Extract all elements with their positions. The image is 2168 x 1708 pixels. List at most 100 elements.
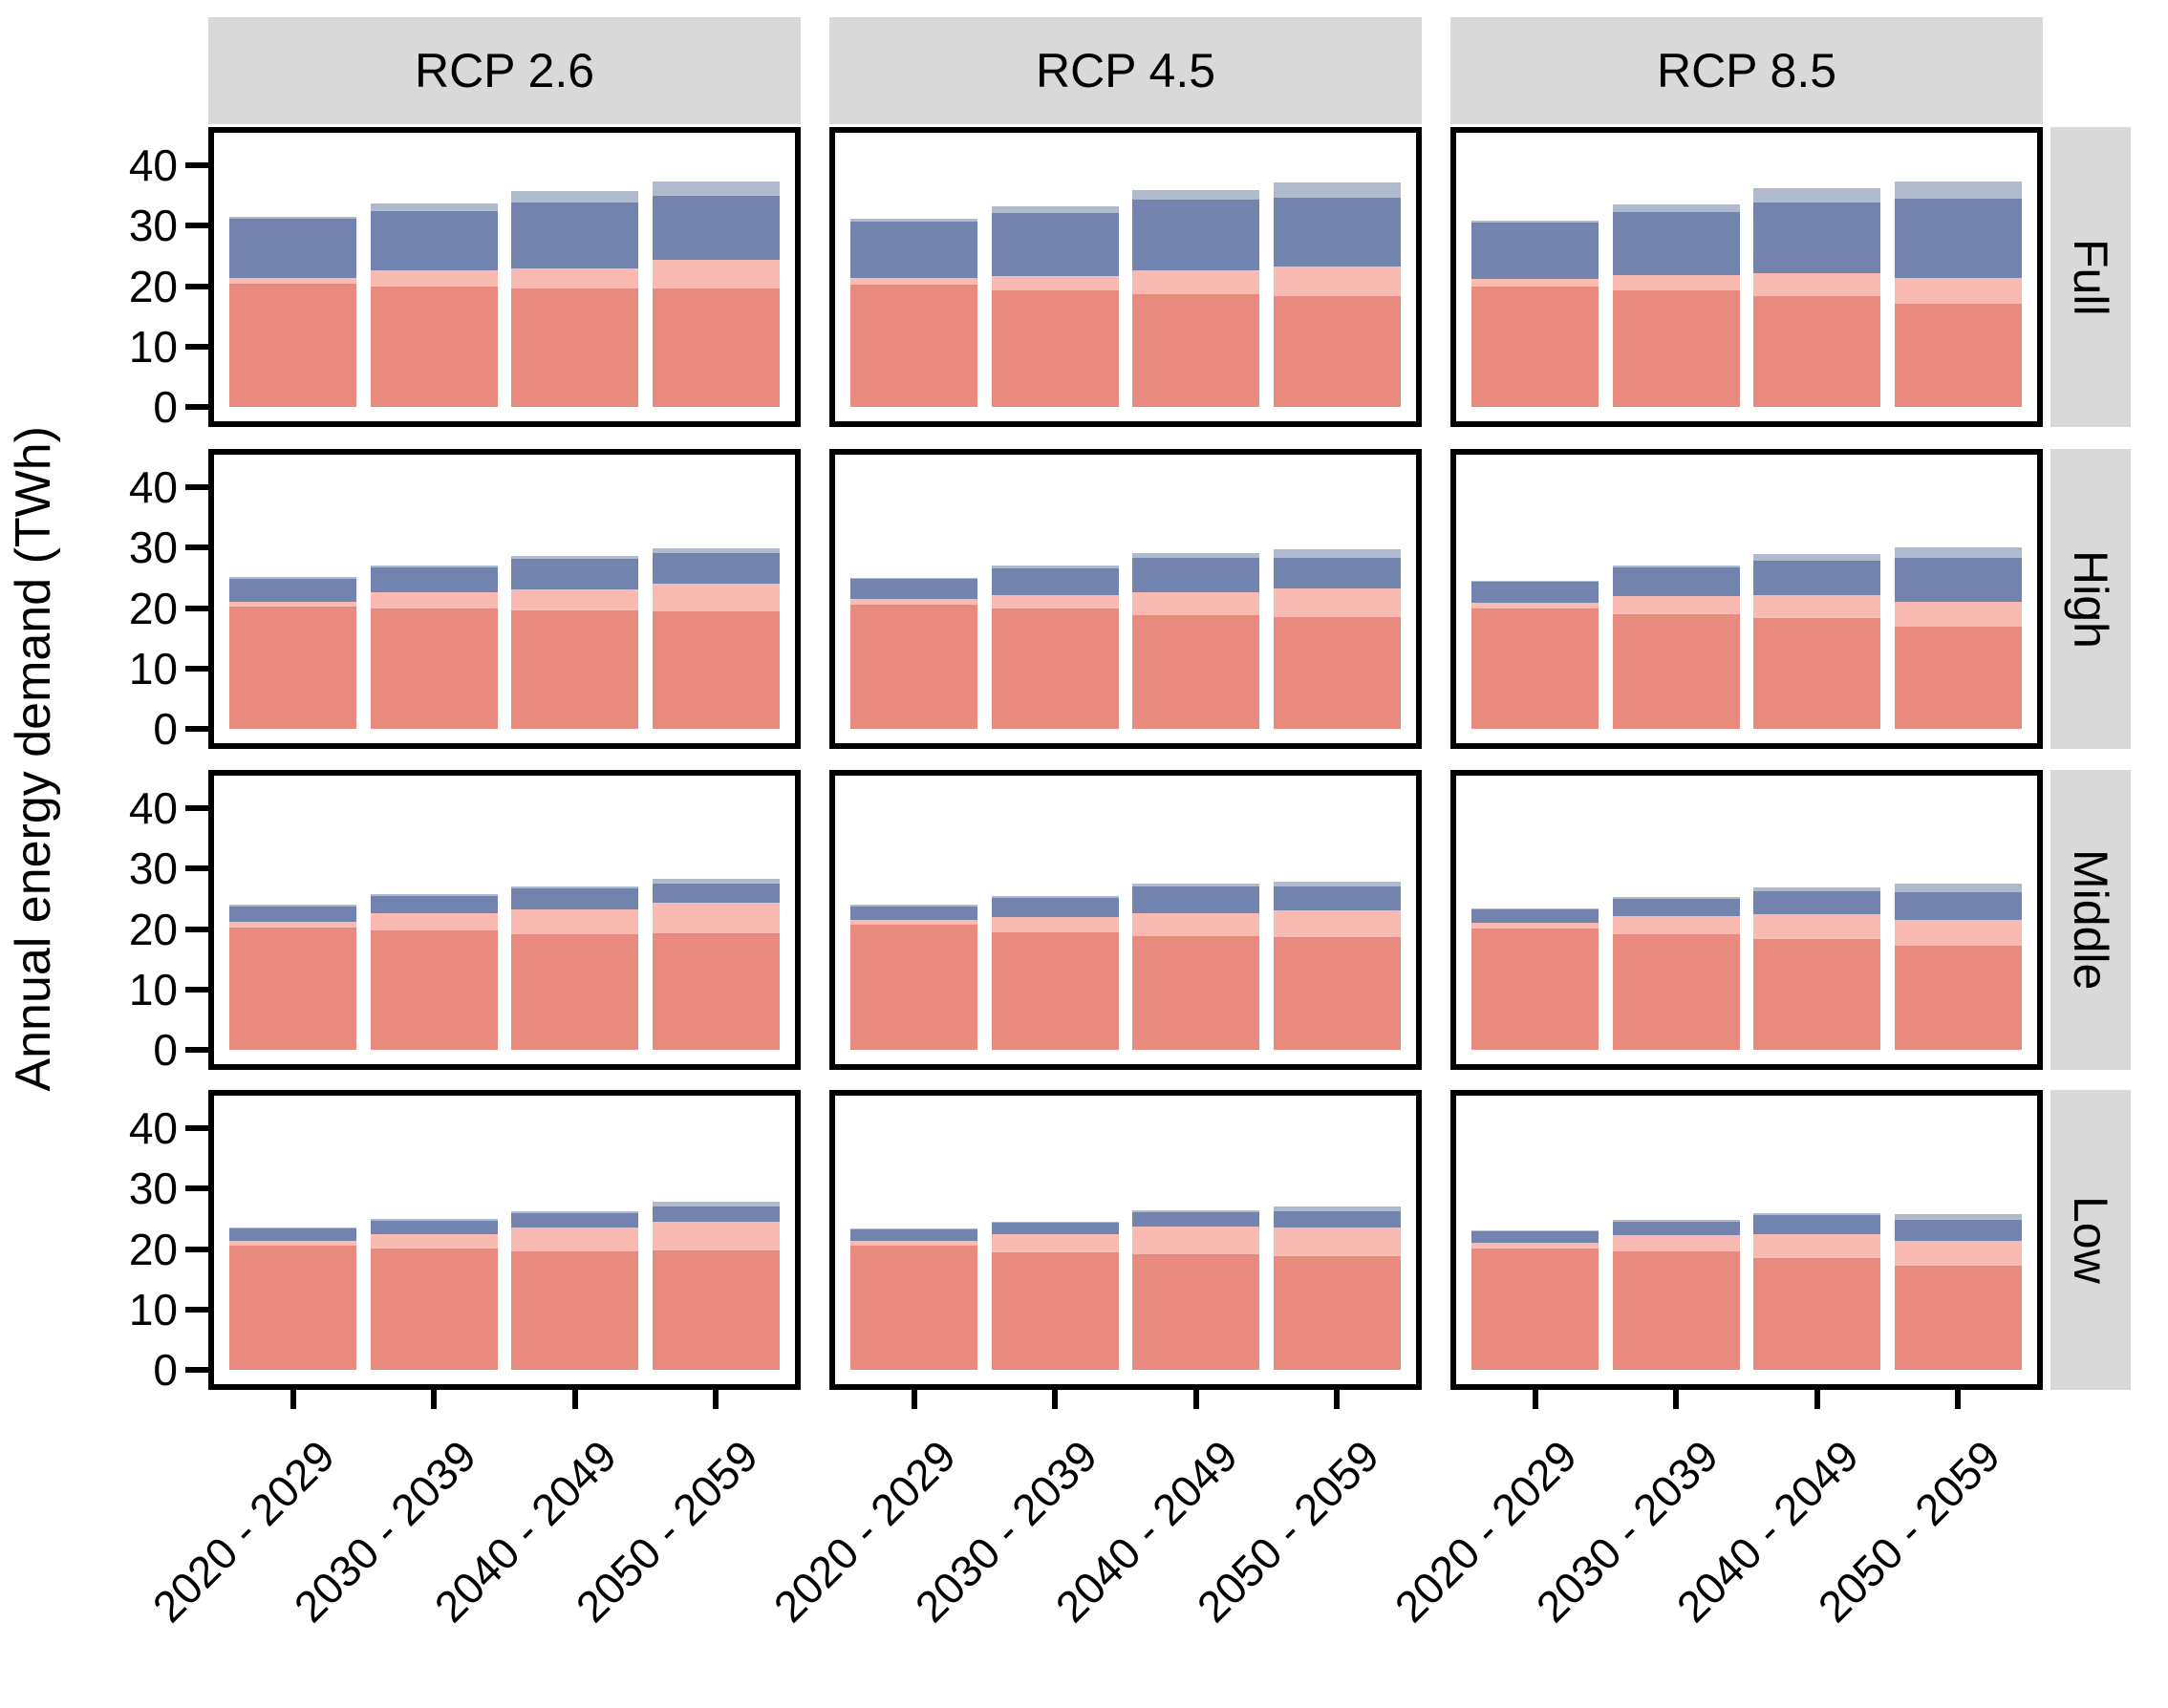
panel-high-rcp85 xyxy=(1450,449,2043,749)
bar-segment-light-blue xyxy=(1132,884,1260,886)
bar-segment-dark-blue xyxy=(1612,567,1740,596)
bar-segment-light-blue xyxy=(652,1201,780,1207)
bar-segment-dark-blue xyxy=(511,1213,639,1228)
x-axis-tick xyxy=(1334,1390,1341,1409)
bar-segment-dark-salmon xyxy=(850,605,978,729)
bar-segment-dark-blue xyxy=(991,213,1119,276)
x-axis-tick xyxy=(1814,1390,1820,1409)
bar-segment-light-blue xyxy=(370,203,498,211)
bar-segment-light-blue xyxy=(1132,553,1260,559)
facet-row-strip-low: Low xyxy=(2050,1090,2131,1390)
panel-full-rcp45 xyxy=(829,127,1422,427)
bar-segment-dark-blue xyxy=(229,1228,357,1242)
bar-segment-light-salmon xyxy=(1132,592,1260,615)
y-axis-tick-label: 40 xyxy=(128,462,178,513)
bar-segment-dark-salmon xyxy=(1132,1253,1260,1370)
bar-segment-dark-blue xyxy=(1753,1214,1881,1235)
bar-segment-light-blue xyxy=(1471,907,1599,909)
bar-segment-light-salmon xyxy=(229,602,357,608)
bar-segment-dark-salmon xyxy=(991,931,1119,1050)
y-axis-tick-label: 40 xyxy=(128,783,178,834)
bar-segment-dark-salmon xyxy=(370,1248,498,1370)
y-axis-tick-label: 10 xyxy=(128,1284,178,1334)
bar-segment-light-salmon xyxy=(229,1241,357,1247)
bar-segment-light-blue xyxy=(1753,188,1881,203)
bar-segment-light-salmon xyxy=(1612,1235,1740,1252)
bar-segment-light-salmon xyxy=(1273,267,1401,296)
bar-segment-dark-blue xyxy=(511,558,639,590)
y-axis-tick-label: 30 xyxy=(128,1164,178,1214)
bar-segment-light-blue xyxy=(1273,1206,1401,1211)
panel-low-rcp26 xyxy=(208,1090,801,1390)
bar-segment-light-salmon xyxy=(370,913,498,930)
bar-segment-light-salmon xyxy=(1471,1243,1599,1249)
facet-row-strip-high: High xyxy=(2050,449,2131,749)
bar-segment-light-salmon xyxy=(1471,923,1599,929)
bar-segment-light-salmon xyxy=(1471,279,1599,287)
bar-segment-light-salmon xyxy=(1612,595,1740,614)
bar-segment-dark-blue xyxy=(229,906,357,923)
bar-segment-light-blue xyxy=(1753,1212,1881,1215)
y-axis-tick xyxy=(185,1246,208,1252)
bar-segment-dark-blue xyxy=(1894,198,2022,278)
bar-segment-dark-salmon xyxy=(1471,608,1599,729)
bar-segment-dark-salmon xyxy=(370,287,498,407)
bar-segment-light-salmon xyxy=(1612,274,1740,291)
bar-segment-dark-blue xyxy=(850,579,978,600)
bar-segment-light-blue xyxy=(850,219,978,222)
bar-segment-light-salmon xyxy=(1273,910,1401,938)
y-axis-tick xyxy=(185,1047,208,1053)
y-axis-tick xyxy=(185,162,208,169)
bar-segment-dark-blue xyxy=(370,895,498,914)
y-axis-tick xyxy=(185,343,208,350)
bar-segment-light-salmon xyxy=(1753,273,1881,296)
bar-segment-dark-blue xyxy=(1753,890,1881,915)
bar-segment-light-salmon xyxy=(850,277,978,285)
bar-segment-light-salmon xyxy=(1132,1227,1260,1254)
bar-segment-light-salmon xyxy=(1753,1234,1881,1259)
bar-segment-light-salmon xyxy=(1894,602,2022,628)
bar-segment-light-salmon xyxy=(850,1240,978,1246)
bar-segment-dark-blue xyxy=(229,218,357,279)
facet-column-label: RCP 4.5 xyxy=(1035,44,1216,97)
panel-low-rcp45 xyxy=(829,1090,1422,1390)
bar-segment-light-salmon xyxy=(1132,912,1260,936)
bar-segment-dark-salmon xyxy=(1273,1255,1401,1370)
bar-segment-dark-blue xyxy=(1471,1231,1599,1244)
y-axis-tick-label: 10 xyxy=(128,964,178,1014)
bar-segment-dark-salmon xyxy=(229,607,357,729)
bar-segment-light-salmon xyxy=(1612,915,1740,935)
bar-segment-dark-blue xyxy=(850,906,978,921)
bar-segment-light-blue xyxy=(1894,547,2022,559)
bar-segment-light-salmon xyxy=(850,599,978,606)
bar-segment-light-blue xyxy=(1612,897,1740,899)
bar-segment-light-blue xyxy=(229,577,357,579)
bar-segment-dark-salmon xyxy=(511,933,639,1050)
bar-segment-dark-salmon xyxy=(850,1245,978,1370)
y-axis-tick xyxy=(185,605,208,611)
bar-segment-light-blue xyxy=(229,905,357,907)
bar-segment-dark-salmon xyxy=(1894,946,2022,1050)
bar-segment-light-salmon xyxy=(652,260,780,288)
bar-segment-light-blue xyxy=(1273,181,1401,199)
facet-row-strip-full: Full xyxy=(2050,127,2131,427)
bar-segment-light-blue xyxy=(1753,887,1881,891)
y-axis-tick xyxy=(185,1367,208,1373)
y-axis-tick xyxy=(185,805,208,812)
bar-segment-light-salmon xyxy=(229,922,357,928)
bar-segment-dark-salmon xyxy=(1273,937,1401,1050)
bar-segment-dark-blue xyxy=(1132,558,1260,593)
bar-segment-light-blue xyxy=(1612,204,1740,212)
bar-segment-light-blue xyxy=(1132,189,1260,201)
bar-segment-light-blue xyxy=(1894,181,2022,199)
bar-segment-dark-salmon xyxy=(511,288,639,407)
bar-segment-dark-salmon xyxy=(1471,286,1599,407)
bar-segment-dark-salmon xyxy=(652,1249,780,1370)
bar-segment-dark-blue xyxy=(1273,886,1401,911)
bar-segment-dark-salmon xyxy=(850,925,978,1050)
bar-segment-light-blue xyxy=(1132,1210,1260,1213)
bar-segment-dark-blue xyxy=(1132,886,1260,913)
bar-segment-light-salmon xyxy=(652,583,780,612)
panel-high-rcp26 xyxy=(208,449,801,749)
